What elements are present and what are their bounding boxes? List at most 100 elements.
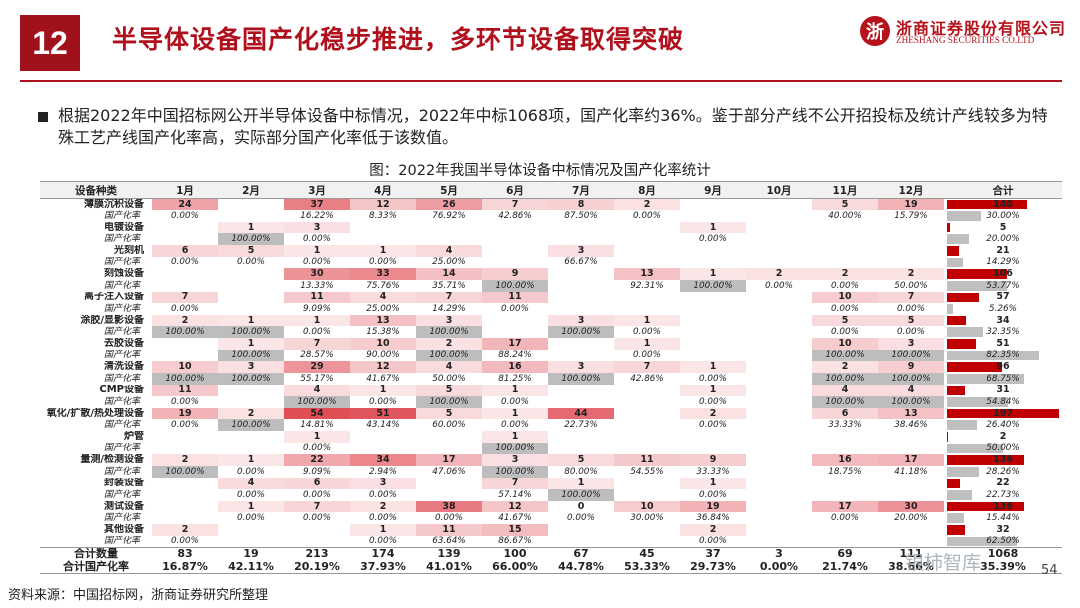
summary-count-cell: 100 (482, 546, 548, 561)
count-cell: 5 (812, 198, 878, 211)
count-cell (416, 478, 482, 490)
watermark: 银柿智库 (905, 552, 982, 574)
total-rate-bar (947, 234, 969, 244)
count-cell: 3 (482, 454, 548, 466)
count-cell: 4 (878, 384, 944, 397)
count-cell: 2 (416, 338, 482, 350)
rate-cell: 0.00% (369, 536, 397, 547)
count-cell: 5 (218, 245, 284, 257)
count-cell: 26 (416, 198, 482, 211)
count-cell (218, 292, 284, 304)
table-row: 去胶设备 1 7 10 2 17 1 10 3 51 (40, 338, 1062, 350)
rate-cell (218, 280, 284, 292)
rate-cell: 0.00% (303, 513, 331, 524)
count-cell: 1 (680, 268, 746, 280)
rate-cell (878, 489, 944, 501)
count-cell (614, 385, 680, 397)
count-cell: 17 (416, 454, 482, 466)
rate-cell: 0.00% (369, 513, 397, 524)
rate-cell (680, 210, 746, 222)
rate-cell: 54.55% (630, 466, 664, 477)
count-cell: 2 (152, 524, 218, 536)
count-cell (680, 315, 746, 327)
rate-cell: 0.00% (699, 489, 727, 500)
rate-cell: 100.00% (152, 465, 218, 478)
summary-count-cell: 37 (680, 546, 746, 561)
count-cell (812, 524, 878, 536)
rate-cell: 100.00% (482, 442, 548, 455)
source-note: 资料来源：中国招标网，浙商证券研究所整理 (8, 588, 269, 603)
rate-cell (218, 536, 284, 548)
count-cell (482, 315, 548, 327)
rate-cell: 86.67% (498, 536, 532, 547)
count-cell: 1 (218, 338, 284, 350)
rate-cell: 0.00% (699, 420, 727, 431)
count-cell (548, 292, 614, 304)
count-cell (680, 199, 746, 211)
count-cell: 10 (350, 338, 416, 350)
rate-cell: 0.00% (831, 327, 859, 338)
table-row-rate: 国产化率 0.00% 100.00% 14.81% 43.14% 60.00% 0.00% 2… (40, 419, 1062, 431)
total-count-bar (947, 501, 1024, 512)
count-cell: 3 (548, 245, 614, 257)
rate-cell: 100.00% (416, 396, 482, 408)
total-count-value: 96 (996, 361, 1010, 373)
count-cell: 2 (152, 454, 218, 466)
summary-count-cell: 69 (812, 546, 878, 561)
table-caption: 图：2022年我国半导体设备中标情况及国产化率统计 (369, 163, 711, 179)
rate-cell: 13.33% (300, 280, 334, 291)
summary-rate-cell: 37.93% (350, 560, 416, 574)
total-count-value: 106 (993, 268, 1013, 280)
total-count-cell: 2 (944, 431, 1062, 443)
summary-rate-cell: 41.01% (416, 560, 482, 574)
rate-cell: 100.00% (878, 396, 944, 408)
rate-cell: 100.00% (812, 349, 878, 362)
equipment-name: 封装设备 (104, 477, 144, 489)
count-cell: 6 (812, 407, 878, 420)
rate-cell: 14.81% (300, 420, 334, 431)
rate-cell: 14.29% (432, 303, 466, 314)
rate-cell: 38.46% (894, 420, 928, 431)
count-cell: 11 (482, 291, 548, 304)
count-cell: 22 (284, 454, 350, 466)
count-cell: 1 (680, 221, 746, 234)
equipment-name: 氧化/扩散/热处理设备 (46, 407, 144, 419)
rate-cell (680, 443, 746, 455)
equipment-name: 刻蚀设备 (104, 268, 144, 280)
count-cell: 34 (350, 454, 416, 466)
rate-cell: 100.00% (218, 419, 284, 431)
table-row-rate: 国产化率 100.00% 28.57% 90.00% 100.00% 88.24% 0.00… (40, 349, 1062, 362)
rate-label: 国产化率 (103, 327, 140, 338)
count-cell: 7 (416, 291, 482, 304)
count-cell: 1 (218, 314, 284, 327)
total-rate-bar (947, 304, 953, 314)
total-count-bar (947, 455, 1024, 465)
table-row: 炉管 1 1 2 (40, 431, 1062, 443)
rate-cell (746, 512, 812, 524)
rate-cell: 100.00% (218, 233, 284, 245)
rate-cell (416, 489, 482, 501)
rate-cell: 33.33% (828, 420, 862, 431)
total-rate-value: 22.73% (986, 489, 1020, 500)
rate-cell: 0.00% (699, 396, 727, 407)
rate-cell (614, 257, 680, 269)
total-rate-value: 54.84% (986, 396, 1020, 407)
count-cell: 4 (812, 384, 878, 397)
rate-cell (614, 489, 680, 501)
table-row: 封装设备 4 6 3 7 1 1 22 (40, 477, 1062, 490)
table-row: 光刻机 6 5 1 1 4 3 21 (40, 245, 1062, 257)
count-cell: 19 (680, 500, 746, 513)
count-cell: 7 (614, 361, 680, 373)
rate-cell: 92.31% (630, 280, 664, 291)
count-cell (746, 222, 812, 234)
count-cell: 30 (284, 268, 350, 280)
count-cell (878, 222, 944, 234)
rate-cell: 0.00% (237, 466, 265, 477)
rate-cell: 0.00% (171, 303, 199, 314)
rate-cell: 100.00% (812, 396, 878, 408)
rate-cell (350, 233, 416, 245)
total-count-cell: 34 (944, 315, 1062, 327)
rate-cell (614, 443, 680, 455)
rate-cell: 0.00% (699, 536, 727, 547)
count-cell (746, 478, 812, 490)
